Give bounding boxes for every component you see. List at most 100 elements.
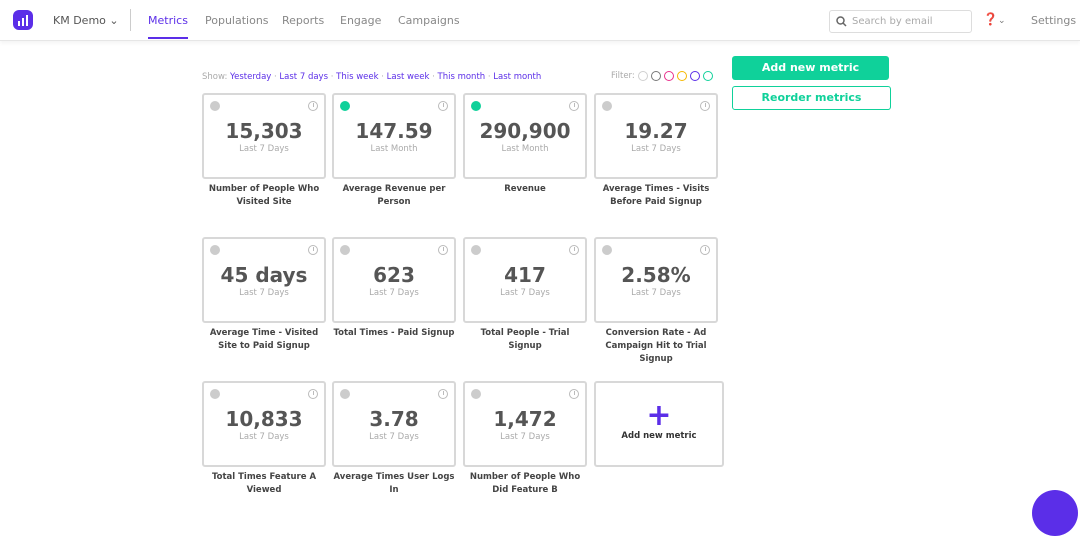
search-input[interactable]: Search by email <box>829 10 972 33</box>
help-icon: ❓ <box>983 12 998 26</box>
clock-icon[interactable] <box>569 101 579 111</box>
status-dot[interactable] <box>602 101 612 111</box>
status-dot[interactable] <box>210 245 220 255</box>
add-new-metric-card[interactable]: + Add new metric <box>594 381 724 467</box>
metric-period: Last 7 Days <box>204 288 324 298</box>
metric-value: 45 days <box>204 263 324 287</box>
metric-label: Average Time - Visited Site to Paid Sign… <box>202 327 326 353</box>
color-filter: Filter: <box>611 71 713 81</box>
range-option[interactable]: This week <box>336 72 378 82</box>
filter-color-option[interactable] <box>677 71 687 81</box>
filter-color-option[interactable] <box>664 71 674 81</box>
status-dot[interactable] <box>340 245 350 255</box>
metric-value: 417 <box>465 263 585 287</box>
date-range-selector: Show: Yesterday · Last 7 days · This wee… <box>202 72 541 82</box>
search-placeholder: Search by email <box>852 16 933 27</box>
metric-label: Number of People Who Did Feature B <box>463 471 587 497</box>
clock-icon[interactable] <box>438 101 448 111</box>
clock-icon[interactable] <box>308 389 318 399</box>
filter-color-option[interactable] <box>651 71 661 81</box>
metric-period: Last 7 Days <box>465 432 585 442</box>
status-dot[interactable] <box>471 389 481 399</box>
status-dot[interactable] <box>471 245 481 255</box>
metric-value: 290,900 <box>465 119 585 143</box>
add-new-metric-button[interactable]: Add new metric <box>732 56 889 80</box>
app-logo-icon[interactable] <box>13 10 33 30</box>
metric-period: Last 7 Days <box>465 288 585 298</box>
metric-value: 3.78 <box>334 407 454 431</box>
separator: · <box>379 72 387 82</box>
chevron-down-icon: ⌄ <box>998 16 1006 26</box>
status-dot[interactable] <box>471 101 481 111</box>
clock-icon[interactable] <box>569 245 579 255</box>
range-option[interactable]: Last week <box>387 72 430 82</box>
clock-icon[interactable] <box>438 389 448 399</box>
status-dot[interactable] <box>210 101 220 111</box>
settings-label: Settings <box>1031 14 1076 27</box>
status-dot[interactable] <box>340 101 350 111</box>
metric-card[interactable]: 2.58%Last 7 Days <box>594 237 718 323</box>
nav-tab-populations[interactable]: Populations <box>205 14 269 27</box>
metric-period: Last 7 Days <box>334 432 454 442</box>
clock-icon[interactable] <box>700 245 710 255</box>
settings-menu[interactable]: Settings ⌄ <box>1031 14 1080 27</box>
metric-period: Last 7 Days <box>596 288 716 298</box>
metric-label: Total Times Feature A Viewed <box>202 471 326 497</box>
metric-value: 10,833 <box>204 407 324 431</box>
nav-tab-reports[interactable]: Reports <box>282 14 324 27</box>
metric-value: 19.27 <box>596 119 716 143</box>
filter-color-option[interactable] <box>638 71 648 81</box>
metric-label: Number of People Who Visited Site <box>202 183 326 209</box>
metric-value: 2.58% <box>596 263 716 287</box>
metric-label: Total People - Trial Signup <box>463 327 587 353</box>
clock-icon[interactable] <box>308 101 318 111</box>
plus-icon: + <box>596 401 722 431</box>
metric-label: Total Times - Paid Signup <box>332 327 456 340</box>
filter-color-option[interactable] <box>690 71 700 81</box>
range-option[interactable]: This month <box>438 72 486 82</box>
search-icon <box>836 16 847 27</box>
clock-icon[interactable] <box>700 101 710 111</box>
metric-value: 147.59 <box>334 119 454 143</box>
org-switcher[interactable]: KM Demo ⌄ <box>53 14 119 27</box>
metric-label: Average Times - Visits Before Paid Signu… <box>594 183 718 209</box>
metric-value: 1,472 <box>465 407 585 431</box>
top-nav: KM Demo ⌄ Metrics Populations Reports Engag… <box>0 0 1080 41</box>
metric-label: Conversion Rate - Ad Campaign Hit to Tri… <box>594 327 718 366</box>
reorder-metrics-button[interactable]: Reorder metrics <box>732 86 891 110</box>
status-dot[interactable] <box>602 245 612 255</box>
filter-label: Filter: <box>611 71 635 81</box>
metric-value: 15,303 <box>204 119 324 143</box>
nav-tab-engage[interactable]: Engage <box>340 14 381 27</box>
separator: · <box>328 72 336 82</box>
clock-icon[interactable] <box>438 245 448 255</box>
show-label: Show: <box>202 72 227 82</box>
filter-color-option[interactable] <box>703 71 713 81</box>
org-name: KM Demo <box>53 14 106 27</box>
status-dot[interactable] <box>210 389 220 399</box>
nav-tab-campaigns[interactable]: Campaigns <box>398 14 460 27</box>
range-option[interactable]: Last month <box>493 72 541 82</box>
metric-period: Last 7 Days <box>204 144 324 154</box>
help-menu[interactable]: ❓⌄ <box>983 12 1006 26</box>
range-option[interactable]: Yesterday <box>230 72 271 82</box>
chat-launcher-button[interactable] <box>1032 490 1078 536</box>
range-option[interactable]: Last 7 days <box>279 72 328 82</box>
metric-period: Last 7 Days <box>204 432 324 442</box>
clock-icon[interactable] <box>569 389 579 399</box>
status-dot[interactable] <box>340 389 350 399</box>
metric-period: Last Month <box>465 144 585 154</box>
clock-icon[interactable] <box>308 245 318 255</box>
metric-period: Last Month <box>334 144 454 154</box>
nav-tab-metrics[interactable]: Metrics <box>148 14 188 27</box>
